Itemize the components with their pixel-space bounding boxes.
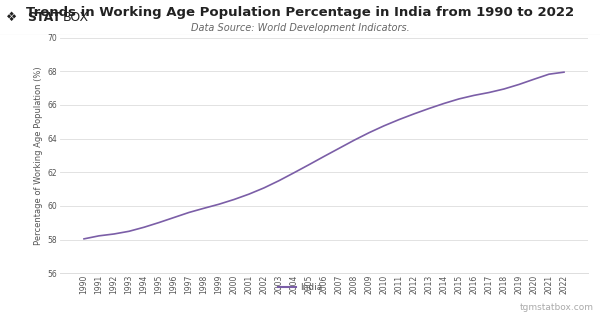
Text: Data Source: World Development Indicators.: Data Source: World Development Indicator… [191, 23, 409, 33]
Text: BOX: BOX [63, 11, 89, 24]
Y-axis label: Percentage of Working Age Population (%): Percentage of Working Age Population (%) [34, 66, 43, 245]
Text: Trends in Working Age Population Percentage in India from 1990 to 2022: Trends in Working Age Population Percent… [26, 6, 574, 19]
Text: ❖: ❖ [6, 11, 22, 24]
Text: tgmstatbox.com: tgmstatbox.com [520, 303, 594, 312]
Text: STAT: STAT [27, 11, 61, 24]
Legend: India: India [274, 279, 326, 295]
